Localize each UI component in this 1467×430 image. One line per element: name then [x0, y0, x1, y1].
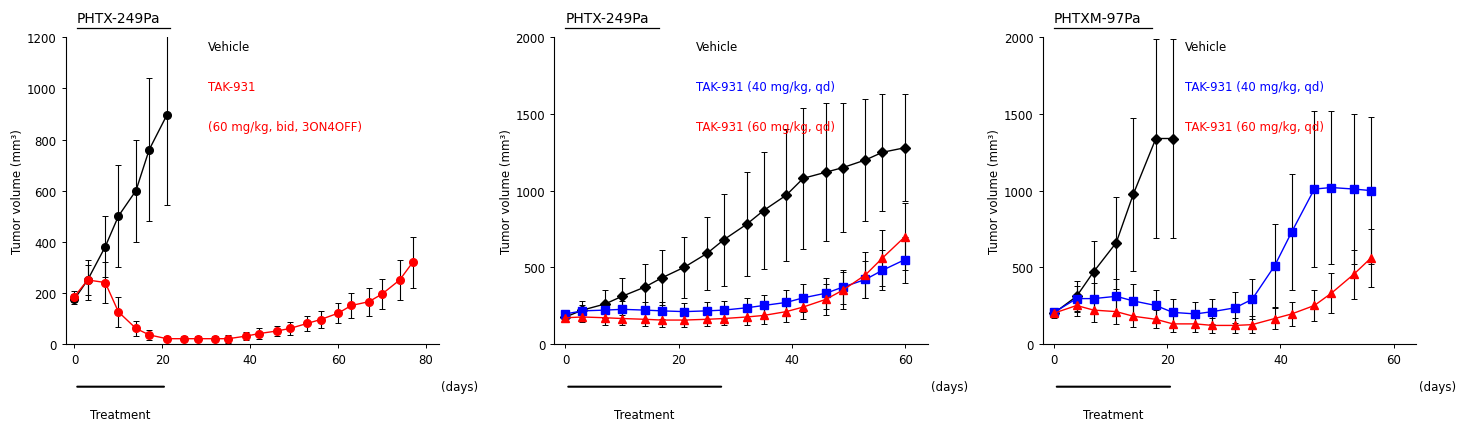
Text: PHTXM-97Pa: PHTXM-97Pa: [1053, 12, 1141, 26]
Y-axis label: Tumor volume (mm³): Tumor volume (mm³): [500, 129, 513, 253]
Text: (days): (days): [1419, 380, 1457, 393]
Text: (days): (days): [442, 380, 478, 393]
Text: (days): (days): [930, 380, 968, 393]
Text: (60 mg/kg, bid, 3ON4OFF): (60 mg/kg, bid, 3ON4OFF): [208, 121, 362, 134]
Text: TAK-931 (40 mg/kg, qd): TAK-931 (40 mg/kg, qd): [697, 81, 835, 94]
Text: Vehicle: Vehicle: [208, 41, 249, 54]
Text: TAK-931 (60 mg/kg, qd): TAK-931 (60 mg/kg, qd): [697, 121, 835, 134]
Text: TAK-931 (40 mg/kg, qd): TAK-931 (40 mg/kg, qd): [1185, 81, 1323, 94]
Text: Treatment: Treatment: [91, 408, 151, 421]
Text: Treatment: Treatment: [1083, 408, 1144, 421]
Text: PHTX-249Pa: PHTX-249Pa: [76, 12, 160, 26]
Text: Treatment: Treatment: [615, 408, 675, 421]
Text: TAK-931 (60 mg/kg, qd): TAK-931 (60 mg/kg, qd): [1185, 121, 1323, 134]
Y-axis label: Tumor volume (mm³): Tumor volume (mm³): [989, 129, 1000, 253]
Text: Vehicle: Vehicle: [697, 41, 738, 54]
Y-axis label: Tumor volume (mm³): Tumor volume (mm³): [12, 129, 23, 253]
Text: Vehicle: Vehicle: [1185, 41, 1226, 54]
Text: TAK-931: TAK-931: [208, 81, 255, 94]
Text: PHTX-249Pa: PHTX-249Pa: [565, 12, 648, 26]
